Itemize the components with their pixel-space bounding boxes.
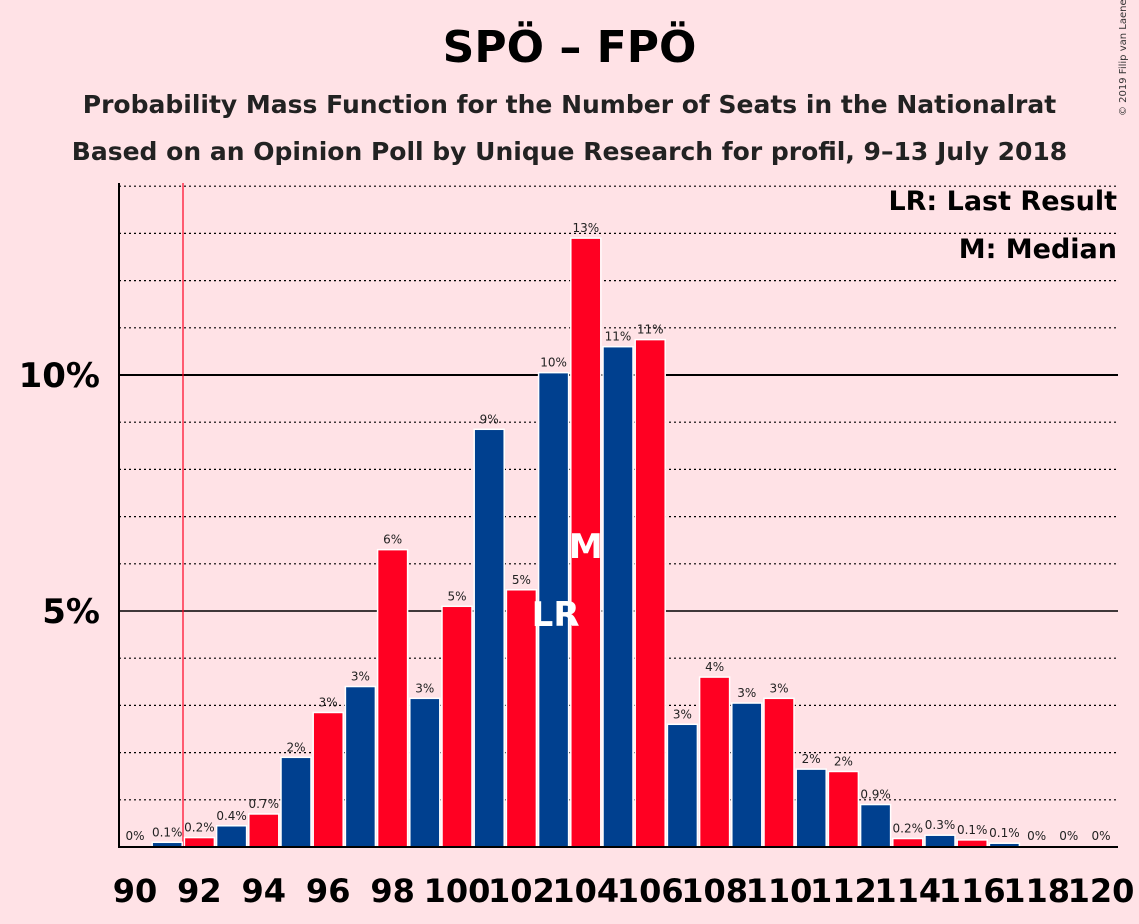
data-label: 11%	[605, 330, 632, 344]
data-label: 0%	[1059, 829, 1078, 843]
bar	[344, 685, 377, 848]
x-tick-label: 106	[617, 872, 684, 910]
data-label: 0.1%	[989, 826, 1020, 840]
data-label: 0%	[125, 829, 144, 843]
bar	[956, 839, 988, 848]
bar	[892, 837, 924, 848]
bar	[731, 702, 763, 848]
median-marker: M	[569, 527, 603, 567]
x-tick-label: 118	[1003, 872, 1070, 910]
x-tick-label: 90	[113, 872, 158, 910]
bar	[441, 605, 473, 848]
data-label: 0.3%	[925, 818, 956, 832]
data-label: 5%	[512, 573, 531, 587]
data-label: 6%	[383, 533, 402, 547]
data-label: 0.2%	[184, 821, 215, 835]
bar	[666, 723, 699, 848]
y-tick-label: 10%	[19, 356, 100, 396]
x-tick-label: 116	[939, 872, 1006, 910]
x-tick-label: 102	[488, 872, 555, 910]
bar	[248, 813, 280, 848]
x-tick-label: 104	[552, 872, 619, 910]
bar	[215, 825, 248, 848]
bar	[859, 803, 892, 848]
bar	[634, 338, 666, 848]
bar	[827, 770, 860, 848]
x-tick-label: 110	[746, 872, 813, 910]
x-tick-label: 92	[177, 872, 222, 910]
data-label: 9%	[480, 412, 499, 426]
bar	[473, 428, 505, 848]
data-label: 2%	[802, 752, 821, 766]
y-tick-label: 5%	[42, 592, 100, 632]
data-label: 10%	[540, 356, 567, 370]
data-label: 11%	[637, 323, 664, 337]
data-label: 0.1%	[152, 825, 183, 839]
bar	[312, 711, 344, 848]
bar	[924, 834, 956, 848]
legend-entry: M: Median	[959, 234, 1117, 265]
data-label: 0.7%	[249, 797, 280, 811]
x-tick-label: 96	[306, 872, 351, 910]
x-tick-label: 120	[1068, 872, 1135, 910]
data-label: 3%	[737, 686, 756, 700]
data-label: 2%	[286, 740, 305, 754]
data-label: 4%	[705, 660, 724, 674]
data-label: 5%	[447, 589, 466, 603]
data-label: 0%	[1027, 829, 1046, 843]
data-label: 0.2%	[893, 822, 924, 836]
bar	[280, 756, 312, 848]
bar	[409, 697, 441, 848]
x-tick-label: 94	[242, 872, 287, 910]
bar	[376, 548, 409, 848]
legend-entry: LR: Last Result	[888, 186, 1117, 217]
data-label: 13%	[572, 221, 599, 235]
bar	[602, 345, 634, 848]
x-tick-label: 114	[874, 872, 941, 910]
bar	[795, 768, 827, 848]
data-label: 0%	[1091, 829, 1110, 843]
x-tick-label: 108	[681, 872, 748, 910]
data-label: 0.9%	[860, 788, 891, 802]
last-result-marker: LR	[532, 595, 580, 635]
bar	[763, 697, 795, 848]
data-label: 0.1%	[957, 823, 988, 837]
data-label: 2%	[834, 754, 853, 768]
x-tick-label: 98	[370, 872, 415, 910]
data-label: 3%	[351, 670, 370, 684]
data-label: 3%	[319, 695, 338, 709]
chart-subtitle-1: Probability Mass Function for the Number…	[82, 90, 1057, 119]
x-tick-label: 112	[810, 872, 877, 910]
data-label: 3%	[769, 681, 788, 695]
chart-title: SPÖ – FPÖ	[442, 22, 697, 73]
bar	[698, 676, 731, 848]
x-tick-label: 100	[424, 872, 491, 910]
data-label: 3%	[415, 681, 434, 695]
chart-subtitle-2: Based on an Opinion Poll by Unique Resea…	[71, 137, 1068, 166]
data-label: 0.4%	[216, 809, 247, 823]
data-label: 3%	[673, 707, 692, 721]
bar	[183, 836, 216, 848]
